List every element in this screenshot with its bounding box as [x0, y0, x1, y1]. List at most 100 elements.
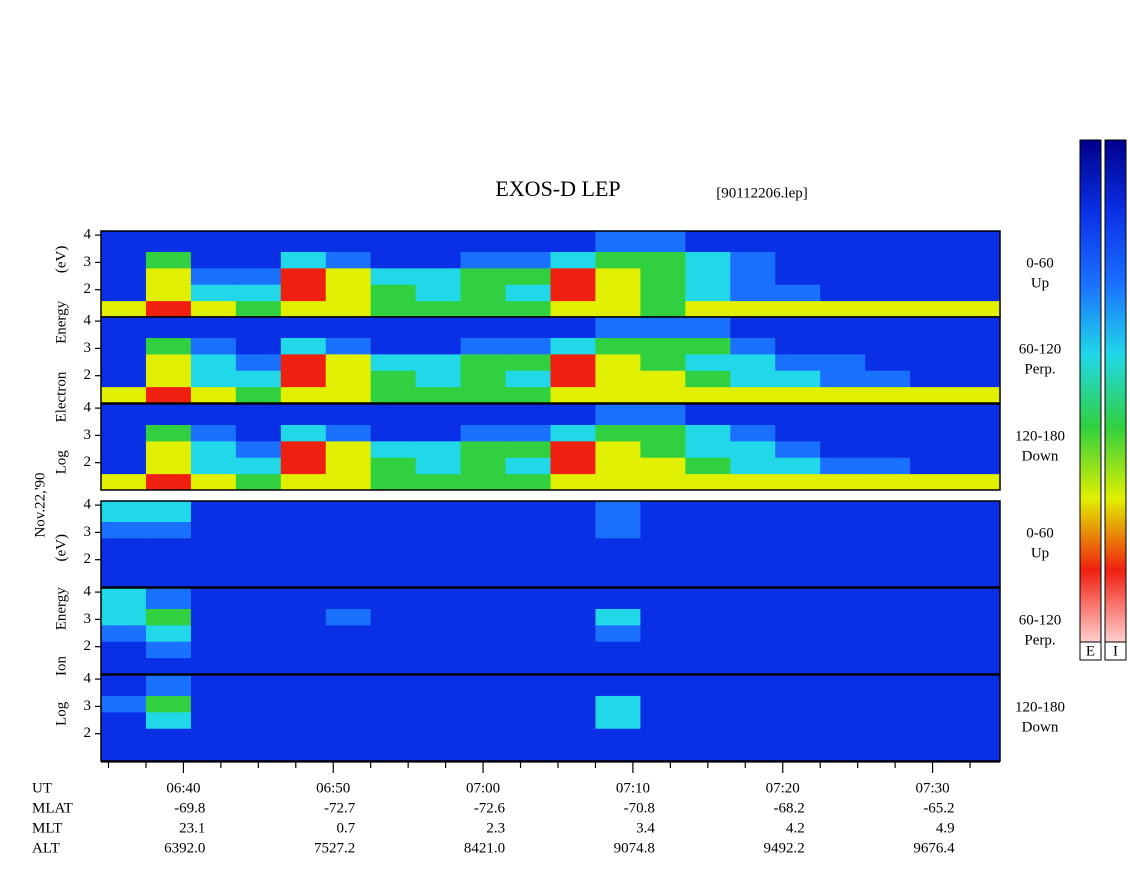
heatmap-cell	[910, 537, 956, 555]
heatmap-cell	[460, 624, 507, 642]
heatmap-cell	[280, 641, 327, 659]
heatmap-cell	[101, 353, 147, 371]
heatmap-cell	[505, 728, 551, 746]
heatmap-cell	[865, 657, 911, 675]
heatmap-cell	[865, 537, 911, 555]
heatmap-cell	[775, 473, 821, 491]
heatmap-cell	[280, 251, 327, 269]
heatmap-cell	[101, 501, 147, 522]
heatmap-cell	[505, 251, 551, 269]
colorbar-label-box	[1079, 641, 1102, 661]
orbit-value: 0.7	[336, 820, 355, 836]
chart-title: EXOS-D LEP	[495, 176, 620, 201]
heatmap-cell	[280, 711, 327, 729]
heatmap-cell	[280, 695, 327, 713]
y-tick-label: 2	[84, 725, 92, 741]
heatmap-cell	[865, 231, 911, 252]
heatmap-cell	[910, 284, 956, 302]
heatmap-cell	[865, 317, 911, 338]
heatmap-cell	[370, 537, 417, 555]
heatmap-cell	[550, 404, 596, 425]
heatmap-cell	[280, 570, 327, 588]
heatmap-cell	[820, 284, 866, 302]
heatmap-cell	[595, 588, 641, 609]
heatmap-cell	[235, 657, 282, 675]
heatmap-cell	[145, 711, 192, 729]
orbit-value: -65.2	[923, 800, 954, 816]
heatmap-cell	[460, 473, 507, 491]
heatmap-cell	[865, 440, 911, 458]
heatmap-cell	[145, 473, 192, 491]
heatmap-cell	[235, 457, 282, 475]
heatmap-cell	[865, 337, 911, 355]
heatmap-cell	[460, 711, 507, 729]
heatmap-cell	[370, 231, 417, 252]
y-tick-label: 2	[84, 551, 92, 567]
heatmap-cell	[190, 404, 237, 425]
pitch-angle-label: 60-120	[1019, 341, 1062, 357]
heatmap-cell	[460, 284, 507, 302]
heatmap-cell	[595, 267, 641, 285]
heatmap-cell	[325, 424, 372, 442]
heatmap-cell	[685, 386, 731, 404]
heatmap-cell	[775, 284, 821, 302]
heatmap-cell	[415, 404, 462, 425]
heatmap-cell	[955, 370, 1001, 388]
heatmap-cell	[640, 728, 686, 746]
heatmap-cell	[685, 404, 731, 425]
heatmap-cell	[415, 457, 462, 475]
heatmap-cell	[415, 624, 462, 642]
heatmap-cell	[955, 267, 1001, 285]
heatmap-cell	[460, 657, 507, 675]
heatmap-cell	[775, 501, 821, 522]
heatmap-cell	[775, 386, 821, 404]
heatmap-cell	[775, 267, 821, 285]
heatmap-cell	[595, 608, 641, 626]
heatmap-cell	[955, 695, 1001, 713]
heatmap-cell	[101, 337, 147, 355]
heatmap-cell	[550, 641, 596, 659]
heatmap-cell	[820, 554, 866, 572]
heatmap-cell	[595, 404, 641, 425]
heatmap-cell	[730, 317, 776, 338]
heatmap-cell	[640, 473, 686, 491]
heatmap-cell	[325, 370, 372, 388]
heatmap-cell	[370, 404, 417, 425]
heatmap-cell	[730, 231, 776, 252]
heatmap-cell	[190, 424, 237, 442]
heatmap-cell	[910, 675, 956, 696]
heatmap-cell	[370, 501, 417, 522]
heatmap-cell	[730, 501, 776, 522]
heatmap-cell	[370, 657, 417, 675]
heatmap-cell	[505, 267, 551, 285]
heatmap-cell	[505, 641, 551, 659]
heatmap-cell	[595, 744, 641, 762]
heatmap-cell	[235, 353, 282, 371]
heatmap-cell	[460, 300, 507, 318]
heatmap-cell	[190, 267, 237, 285]
heatmap-cell	[415, 300, 462, 318]
heatmap-cell	[190, 440, 237, 458]
heatmap-cell	[460, 267, 507, 285]
heatmap-cell	[280, 608, 327, 626]
colorbar-label: E	[1086, 643, 1095, 659]
heatmap-cell	[145, 300, 192, 318]
heatmap-cell	[775, 537, 821, 555]
heatmap-cell	[550, 424, 596, 442]
heatmap-cell	[955, 284, 1001, 302]
heatmap-cell	[101, 657, 147, 675]
heatmap-cell	[325, 537, 372, 555]
heatmap-cell	[280, 457, 327, 475]
heatmap-cell	[460, 675, 507, 696]
heatmap-cell	[370, 624, 417, 642]
heatmap-cell	[640, 608, 686, 626]
heatmap-cell	[325, 440, 372, 458]
heatmap-cell	[280, 728, 327, 746]
heatmap-cell	[775, 641, 821, 659]
heatmap-cell	[235, 231, 282, 252]
heatmap-cell	[910, 424, 956, 442]
heatmap-cell	[685, 440, 731, 458]
heatmap-cell	[955, 300, 1001, 318]
heatmap-cell	[190, 317, 237, 338]
file-name: [90112206.lep]	[716, 185, 808, 201]
